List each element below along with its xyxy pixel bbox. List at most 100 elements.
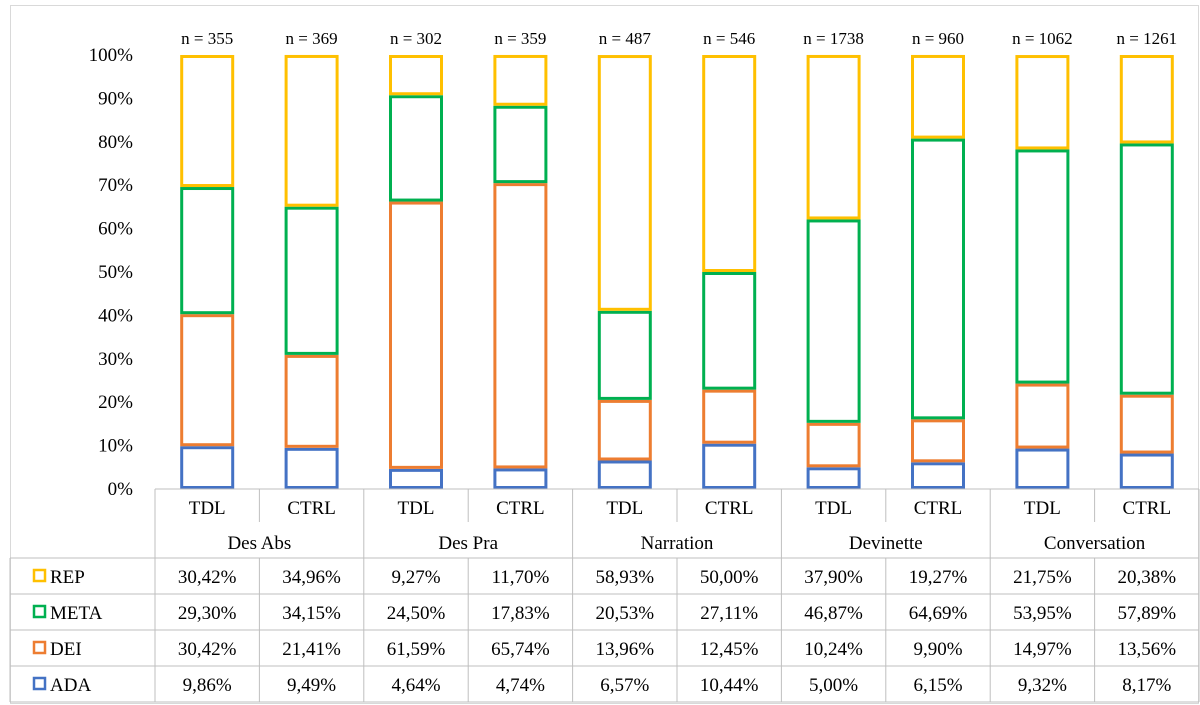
bar-segment-rep [806, 54, 861, 220]
n-label: n = 359 [494, 29, 546, 48]
data-table-value: 34,15% [282, 603, 341, 624]
n-label: n = 1738 [803, 29, 864, 48]
bar-segment-dei [493, 183, 548, 469]
data-table-value: 10,24% [804, 639, 863, 660]
bar-segment-ada [1015, 448, 1070, 490]
bar-segment-dei [284, 354, 339, 448]
y-tick-label: 100% [89, 45, 134, 66]
bar-segment-meta [180, 187, 235, 315]
n-label: n = 355 [181, 29, 233, 48]
x-category-label: TDL [815, 498, 852, 519]
n-label: n = 369 [286, 29, 338, 48]
y-tick-label: 70% [98, 175, 133, 196]
legend-key-rep [32, 568, 47, 583]
bar-segment-dei [1015, 383, 1070, 449]
y-tick-label: 20% [98, 392, 133, 413]
legend-key-dei [32, 640, 47, 655]
bar-segment-dei [806, 422, 861, 468]
bar-segment-dei [702, 389, 757, 444]
n-label: n = 546 [703, 29, 755, 48]
bar-segment-rep [911, 54, 965, 139]
data-table-value: 65,74% [491, 639, 550, 660]
bar-segment-rep [1015, 55, 1070, 150]
data-table-value: 27,11% [700, 603, 758, 624]
bar-segment-ada [597, 460, 652, 490]
data-table-value: 13,56% [1118, 639, 1177, 660]
data-table-value: 37,90% [804, 567, 863, 588]
y-tick-label: 30% [98, 349, 133, 370]
chart-frame [10, 5, 1199, 704]
data-table-value: 8,17% [1122, 675, 1171, 696]
data-table-value: 17,83% [491, 603, 550, 624]
bar-segment-meta [493, 105, 548, 184]
x-category-label: TDL [189, 498, 226, 519]
bar-segment-meta [1015, 149, 1070, 384]
x-category-label: TDL [1024, 498, 1061, 519]
data-table-value: 30,42% [178, 639, 237, 660]
bar-segment-ada [1119, 453, 1174, 490]
x-group-label: Conversation [1044, 533, 1146, 554]
data-table-value: 6,57% [600, 675, 649, 696]
y-tick-label: 60% [98, 219, 133, 240]
bar-segment-ada [702, 443, 757, 489]
bar-segment-rep [284, 54, 339, 207]
legend-label: DEI [50, 639, 82, 660]
data-table-value: 50,00% [700, 567, 759, 588]
bar-segment-dei [180, 314, 235, 447]
bar-segment-ada [389, 468, 443, 489]
bar-segment-ada [284, 447, 339, 489]
bar-segment-rep [597, 55, 652, 311]
bar-segment-rep [1119, 55, 1174, 144]
data-table-value: 21,41% [282, 639, 341, 660]
data-table-value: 9,49% [287, 675, 336, 696]
data-table-value: 20,53% [596, 603, 655, 624]
bar-segment-ada [180, 446, 235, 490]
x-category-label: CTRL [1123, 498, 1172, 519]
x-category-label: TDL [398, 498, 435, 519]
legend-key-ada [32, 676, 47, 691]
data-table-value: 58,93% [596, 567, 655, 588]
data-table-value: 57,89% [1118, 603, 1177, 624]
bar-segment-rep [702, 55, 757, 272]
data-table-value: 21,75% [1013, 567, 1072, 588]
x-category-label: CTRL [914, 498, 963, 519]
y-tick-label: 80% [98, 132, 133, 153]
legend-key-meta [32, 604, 47, 619]
data-table-value: 29,30% [178, 603, 237, 624]
x-category-label: CTRL [496, 498, 545, 519]
bar-segment-meta [597, 310, 652, 400]
data-table-value: 9,86% [183, 675, 232, 696]
legend-label: ADA [50, 675, 91, 696]
data-table-value: 34,96% [282, 567, 341, 588]
bar-segment-dei [389, 201, 443, 469]
n-label: n = 960 [912, 29, 964, 48]
x-category-label: TDL [606, 498, 643, 519]
bar-segment-dei [911, 419, 965, 463]
legend-label: META [50, 603, 103, 624]
x-group-label: Des Pra [438, 533, 498, 554]
bar-segment-meta [911, 138, 965, 420]
x-group-label: Des Abs [227, 533, 291, 554]
bar-segment-dei [597, 399, 652, 461]
bar-segment-meta [284, 206, 339, 355]
bar-segment-meta [389, 95, 443, 202]
data-table-value: 6,15% [913, 675, 962, 696]
bar-segment-ada [806, 467, 861, 489]
data-table-value: 9,90% [913, 639, 962, 660]
y-tick-label: 40% [98, 305, 133, 326]
bar-segment-rep [389, 55, 443, 96]
bar-segment-ada [493, 468, 548, 490]
data-table-value: 12,45% [700, 639, 759, 660]
data-table-value: 64,69% [909, 603, 968, 624]
y-tick-label: 50% [98, 262, 133, 283]
n-label: n = 302 [390, 29, 442, 48]
data-table-value: 20,38% [1118, 567, 1177, 588]
bar-segment-meta [702, 272, 757, 390]
bar-segment-rep [493, 54, 548, 106]
bar-segment-rep [180, 55, 235, 188]
data-table-value: 4,64% [391, 675, 440, 696]
data-table-value: 4,74% [496, 675, 545, 696]
n-label: n = 487 [599, 29, 652, 48]
data-table-value: 11,70% [491, 567, 549, 588]
x-category-label: CTRL [287, 498, 336, 519]
